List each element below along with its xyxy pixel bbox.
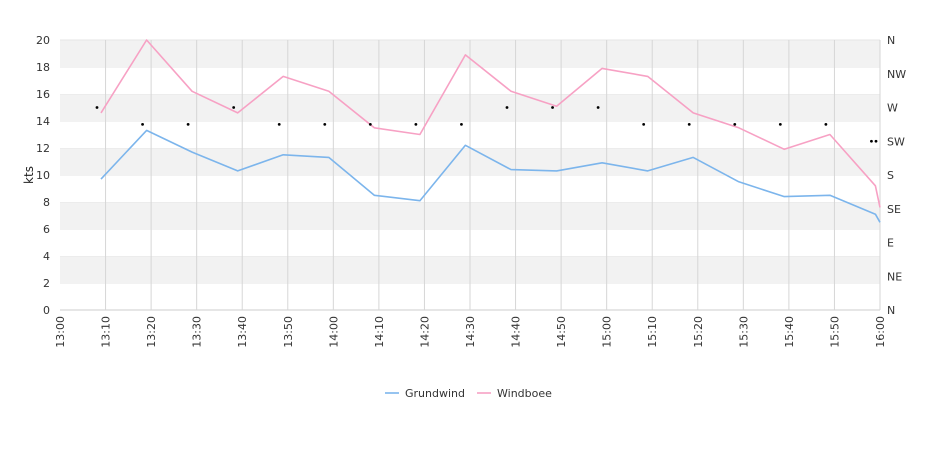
x-tick-label: 15:40: [783, 316, 796, 348]
direction-marker: [368, 122, 372, 126]
x-tick-label: 15:10: [646, 316, 659, 348]
y-tick-label: 2: [43, 277, 50, 290]
direction-tick-label: E: [887, 237, 894, 250]
y-tick-label: 16: [36, 88, 50, 101]
direction-tick-label: NE: [887, 270, 902, 283]
direction-marker: [551, 106, 554, 109]
y-axis-label: kts: [22, 166, 36, 184]
series-line: [100, 129, 881, 223]
direction-marker: [232, 106, 236, 109]
direction-marker: [733, 122, 737, 126]
x-tick-label: 13:40: [236, 316, 249, 348]
direction-marker: [778, 122, 782, 126]
direction-tick-label: N: [887, 34, 895, 47]
x-tick-label: 15:50: [828, 316, 841, 348]
y-tick-label: 20: [36, 34, 50, 47]
direction-marker: [323, 122, 327, 126]
series-lines: [100, 39, 881, 223]
x-tick-label: 13:50: [282, 316, 295, 348]
y-tick-label: 10: [36, 169, 50, 182]
direction-marker: [95, 106, 99, 109]
x-tick-label: 14:40: [510, 316, 523, 348]
y-tick-label: 0: [43, 304, 50, 317]
x-tick-label: 14:20: [418, 316, 431, 348]
direction-marker: [505, 106, 509, 109]
direction-marker: [277, 122, 281, 126]
y-tick-label: 14: [36, 115, 50, 128]
y-tick-label: 8: [43, 196, 50, 209]
direction-marker: [642, 122, 646, 126]
x-tick-label: 15:20: [692, 316, 705, 348]
direction-tick-label: S: [887, 169, 894, 182]
direction-markers: [95, 106, 878, 143]
direction-tick-label: SW: [887, 135, 905, 148]
vertical-gridlines: [105, 40, 881, 310]
x-tick-label: 14:50: [555, 316, 568, 348]
legend-label: Grundwind: [405, 387, 465, 400]
x-tick-label: 13:30: [191, 316, 204, 348]
direction-marker: [870, 139, 873, 143]
direction-marker: [596, 106, 600, 109]
y-axis-ticks: 0 2 4 6 8 10 12 14 16 18 20: [36, 34, 50, 317]
y-tick-label: 6: [43, 223, 50, 236]
x-tick-label: 13:00: [54, 316, 67, 348]
x-axis-ticks: 13:00 13:10 13:20 13:30 13:40 13:50 14:00 14:10…: [54, 316, 887, 348]
direction-marker: [186, 122, 190, 126]
direction-marker: [414, 122, 418, 126]
direction-tick-label: SE: [887, 203, 901, 216]
x-tick-label: 15:00: [601, 316, 614, 348]
direction-marker: [687, 122, 691, 126]
legend-label: Windboee: [497, 387, 552, 400]
direction-tick-label: NW: [887, 68, 906, 81]
x-tick-label: 13:20: [145, 316, 158, 348]
direction-tick-label: W: [887, 102, 898, 115]
x-tick-label: 14:30: [464, 316, 477, 348]
direction-marker: [824, 122, 828, 126]
y-tick-label: 18: [36, 61, 50, 74]
direction-marker: [141, 122, 144, 126]
x-tick-label: 16:00: [874, 316, 887, 348]
x-tick-label: 13:10: [100, 316, 113, 348]
y-tick-label: 4: [43, 250, 50, 263]
x-tick-label: 14:00: [327, 316, 340, 348]
direction-axis-ticks: N NE E SE S SW W NW N: [887, 34, 906, 317]
x-tick-label: 15:30: [737, 316, 750, 348]
y-tick-label: 12: [36, 142, 50, 155]
x-tick-label: 14:10: [373, 316, 386, 348]
direction-marker: [460, 122, 463, 126]
direction-marker: [874, 139, 878, 143]
direction-tick-label: N: [887, 304, 895, 317]
legend: Grundwind Windboee: [385, 387, 552, 400]
series-line: [100, 39, 881, 208]
